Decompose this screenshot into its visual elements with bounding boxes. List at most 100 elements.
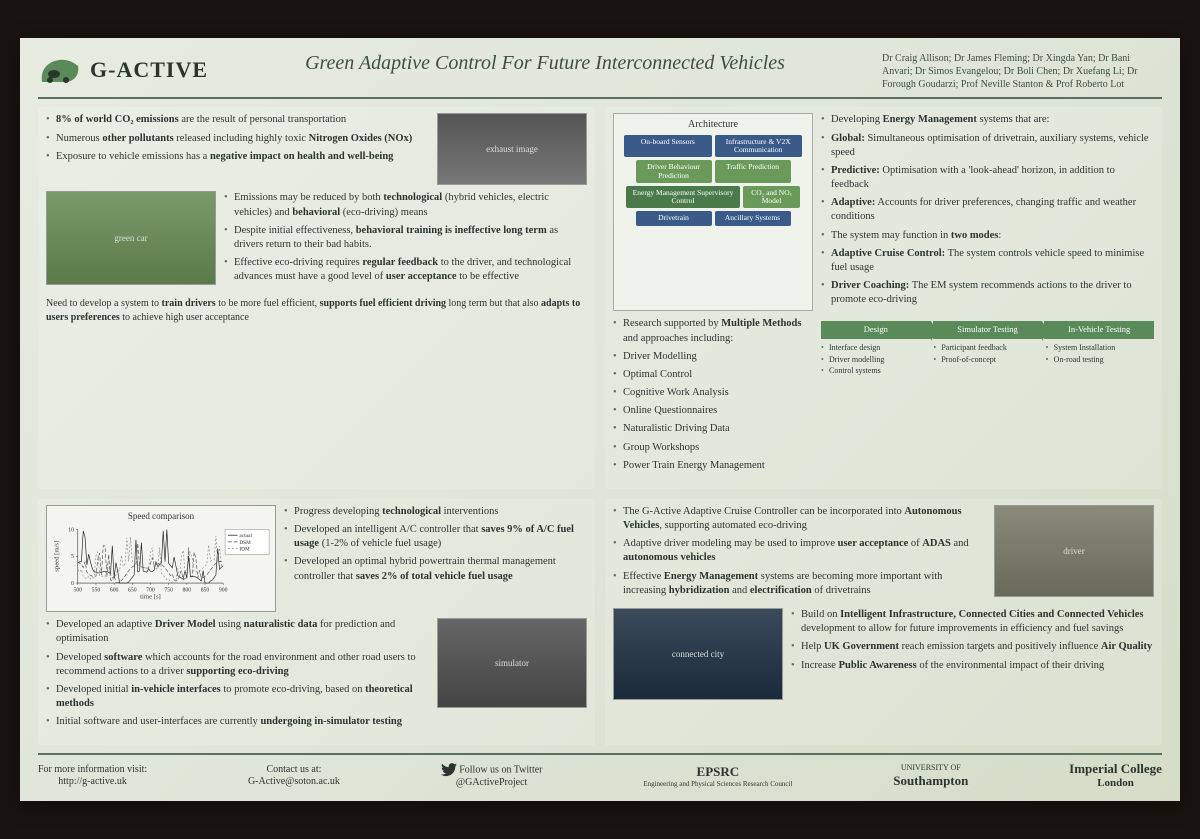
logo-text: G-ACTIVE — [90, 57, 208, 83]
list-item: Effective eco-driving requires regular f… — [224, 256, 587, 284]
poster: G-ACTIVE Green Adaptive Control For Futu… — [20, 38, 1180, 800]
list-item: Adaptive Cruise Control: The system cont… — [821, 247, 1154, 275]
quadrant-architecture: Architecture On-board Sensors Infrastruc… — [605, 107, 1162, 489]
list-item: Participant feedback — [933, 343, 1041, 354]
list-item: Optimal Control — [613, 368, 813, 382]
svg-text:550: 550 — [92, 588, 101, 594]
chart-svg: 5005506006507007508008509000510time [s]s… — [51, 522, 271, 602]
architecture-diagram: Architecture On-board Sensors Infrastruc… — [613, 113, 813, 311]
list-item: Effective Energy Management systems are … — [613, 570, 986, 598]
list-item: Emissions may be reduced by both technol… — [224, 191, 587, 219]
svg-text:850: 850 — [201, 588, 210, 594]
q1-bullets-a: 8% of world CO₂ emissions are the result… — [46, 113, 429, 164]
list-item: Driver modelling — [821, 355, 929, 366]
list-item: Online Questionnaires — [613, 404, 813, 418]
arch-traffic: Traffic Prediction — [715, 160, 791, 183]
list-item: System Installation — [1046, 343, 1154, 354]
list-item: Power Train Energy Management — [613, 459, 813, 473]
header: G-ACTIVE Green Adaptive Control For Futu… — [38, 52, 1162, 99]
list-item: Help UK Government reach emission target… — [791, 640, 1154, 654]
list-item: The G-Active Adaptive Cruise Controller … — [613, 505, 986, 533]
svg-text:speed [m/s]: speed [m/s] — [54, 541, 61, 572]
footer-twitter: Follow us on Twitter @GActiveProject — [441, 763, 543, 789]
list-item: Group Workshops — [613, 441, 813, 455]
poster-title: Green Adaptive Control For Future Interc… — [230, 52, 860, 74]
modes-intro: The system may function in two modes: — [821, 229, 1154, 243]
arch-ancillary: Ancillary Systems — [715, 211, 791, 225]
list-item: Driver Modelling — [613, 350, 813, 364]
list-item: Global: Simultaneous optimisation of dri… — [821, 132, 1154, 160]
svg-text:actual: actual — [239, 533, 252, 539]
list-item: Developed an optimal hybrid powertrain t… — [284, 555, 587, 583]
quadrant-intro: 8% of world CO₂ emissions are the result… — [38, 107, 595, 489]
arch-co2: CO₂ and NOₓ Model — [743, 186, 800, 209]
q1-summary: Need to develop a system to train driver… — [46, 294, 587, 327]
title-block: Green Adaptive Control For Future Interc… — [220, 52, 870, 74]
chart-title: Speed comparison — [51, 510, 271, 522]
arch-ems: Energy Management Supervisory Control — [626, 186, 740, 209]
list-item: Numerous other pollutants released inclu… — [46, 132, 429, 146]
list-item: Adaptive: Accounts for driver preference… — [821, 196, 1154, 224]
list-item: On-road testing — [1046, 355, 1154, 366]
pipe-sim: Simulator Testing — [933, 321, 1043, 338]
list-item: Cognitive Work Analysis — [613, 386, 813, 400]
svg-text:800: 800 — [183, 588, 192, 594]
arch-sensors: On-board Sensors — [624, 135, 711, 158]
list-item: Build on Intelligent Infrastructure, Con… — [791, 608, 1154, 636]
modes: Adaptive Cruise Control: The system cont… — [821, 247, 1154, 308]
q4-bullets-b: Build on Intelligent Infrastructure, Con… — [791, 608, 1154, 673]
svg-text:750: 750 — [164, 588, 173, 594]
svg-text:time [s]: time [s] — [140, 593, 161, 600]
exhaust-image: exhaust image — [437, 113, 587, 185]
methods-intro: Research supported by Multiple Methods a… — [613, 317, 813, 345]
sponsor-imperial: Imperial College London — [1069, 761, 1162, 790]
em-intro: Developing Energy Management systems tha… — [821, 113, 1154, 127]
quadrant-progress: Speed comparison 50055060065070075080085… — [38, 499, 595, 746]
q3-bullets-a: Developed an adaptive Driver Model using… — [46, 618, 429, 729]
svg-text:650: 650 — [128, 588, 137, 594]
q1-bullets-b: Emissions may be reduced by both technol… — [224, 191, 587, 284]
green-car-image: green car — [46, 191, 216, 285]
list-item: Developed an intelligent A/C controller … — [284, 523, 587, 551]
list-item: Driver Coaching: The EM system recommend… — [821, 279, 1154, 307]
list-item: Initial software and user-interfaces are… — [46, 715, 429, 729]
list-item: Control systems — [821, 366, 929, 377]
svg-text:0: 0 — [71, 581, 74, 587]
sponsor-epsrc: EPSRC Engineering and Physical Sciences … — [643, 764, 792, 788]
car-leaf-icon — [38, 52, 82, 88]
pipeline-items: Interface designDriver modellingControl … — [821, 343, 1154, 378]
list-item: Developed an adaptive Driver Model using… — [46, 618, 429, 646]
q4-bullets-a: The G-Active Adaptive Cruise Controller … — [613, 505, 986, 598]
driver-image: driver — [994, 505, 1154, 597]
list-item: Proof-of-concept — [933, 355, 1041, 366]
svg-text:IDM: IDM — [239, 547, 250, 553]
list-item: Developed software which accounts for th… — [46, 651, 429, 679]
svg-text:5: 5 — [71, 554, 74, 560]
quadrant-future: The G-Active Adaptive Cruise Controller … — [605, 499, 1162, 746]
pipeline: Design Simulator Testing In-Vehicle Test… — [821, 321, 1154, 338]
list-item: Interface design — [821, 343, 929, 354]
footer-info: For more information visit: http://g-act… — [38, 764, 147, 788]
svg-text:500: 500 — [73, 588, 82, 594]
list-item: Developed initial in-vehicle interfaces … — [46, 683, 429, 711]
methods: Driver Modelling Optimal Control Cognitive… — [613, 350, 813, 473]
content-grid: 8% of world CO₂ emissions are the result… — [38, 107, 1162, 745]
svg-text:DSM: DSM — [239, 540, 251, 546]
list-item: Increase Public Awareness of the environ… — [791, 659, 1154, 673]
svg-text:10: 10 — [68, 527, 74, 533]
list-item: Naturalistic Driving Data — [613, 422, 813, 436]
svg-text:900: 900 — [219, 588, 228, 594]
speed-chart: Speed comparison 50055060065070075080085… — [46, 505, 276, 612]
footer-contact: Contact us at: G-Active@soton.ac.uk — [248, 764, 340, 788]
list-item: Adaptive driver modeling may be used to … — [613, 537, 986, 565]
list-item: Exposure to vehicle emissions has a nega… — [46, 150, 429, 164]
list-item: 8% of world CO₂ emissions are the result… — [46, 113, 429, 127]
arch-title: Architecture — [618, 118, 808, 132]
arch-behaviour: Driver Behaviour Prediction — [636, 160, 712, 183]
city-image: connected city — [613, 608, 783, 700]
footer: For more information visit: http://g-act… — [38, 753, 1162, 790]
authors: Dr Craig Allison; Dr James Fleming; Dr X… — [882, 52, 1162, 91]
pipe-vehicle: In-Vehicle Testing — [1044, 321, 1154, 338]
em-items: Global: Simultaneous optimisation of dri… — [821, 132, 1154, 225]
pipe-design: Design — [821, 321, 931, 338]
